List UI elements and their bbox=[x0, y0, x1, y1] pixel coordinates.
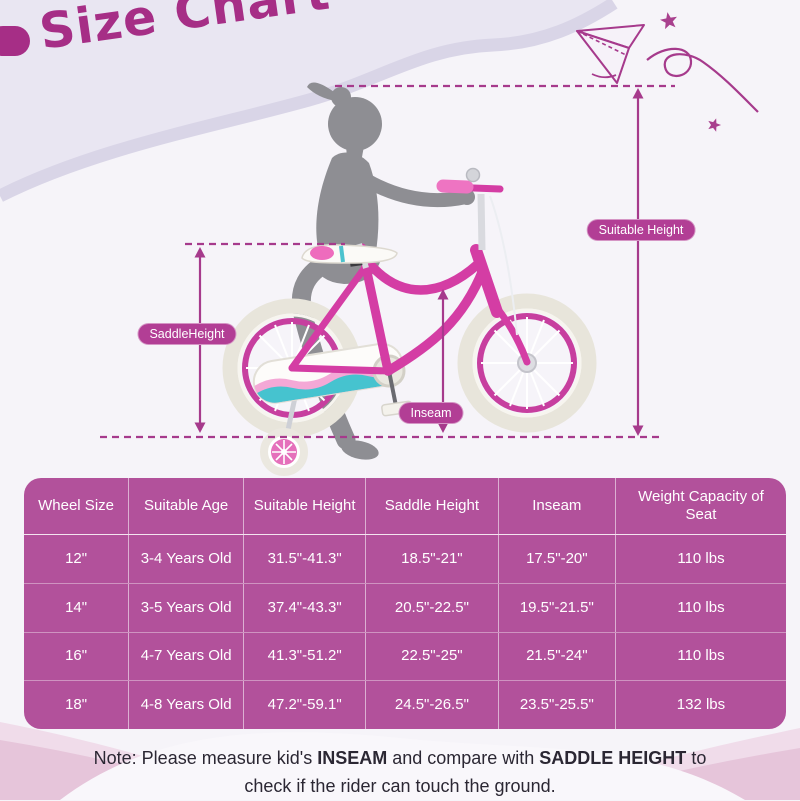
note-saddle-height-term: SADDLE HEIGHT bbox=[539, 748, 687, 768]
note-inseam-term: INSEAM bbox=[317, 748, 388, 768]
bike-frame bbox=[288, 243, 531, 376]
handlebar-grip bbox=[436, 179, 474, 194]
cell-inseam: 17.5"-20" bbox=[499, 535, 617, 583]
cell-wheel-size: 16" bbox=[24, 632, 130, 681]
footer-waves bbox=[0, 722, 800, 800]
table-row: 14" 3-5 Years Old 37.4"-43.3" 20.5"-22.5… bbox=[24, 583, 786, 633]
note-text: Note: Please measure kid's bbox=[93, 748, 318, 768]
cell-inseam: 23.5"-25.5" bbox=[499, 681, 617, 729]
cell-suitable-age: 4-7 Years Old bbox=[129, 632, 245, 681]
size-table: Wheel Size Suitable Age Suitable Height … bbox=[24, 478, 786, 729]
cell-wheel-size: 18" bbox=[24, 681, 130, 729]
note-text: to check if the rider can touch the grou… bbox=[244, 748, 707, 796]
header-wheel-size: Wheel Size bbox=[24, 478, 130, 534]
cell-weight-capacity: 110 lbs bbox=[677, 647, 725, 665]
table-row: 18" 4-8 Years Old 47.2"-59.1" 24.5"-26.5… bbox=[24, 681, 786, 729]
cell-weight-capacity: 132 lbs bbox=[676, 696, 726, 714]
paper-plane-icon bbox=[576, 24, 759, 113]
cell-saddle-height: 18.5"-21" bbox=[366, 535, 499, 583]
cell-saddle-height: 20.5"-22.5" bbox=[366, 583, 499, 632]
note-text: and compare with bbox=[387, 748, 540, 768]
cell-wheel-size: 12" bbox=[24, 535, 130, 583]
cell-suitable-height: 47.2"-59.1" bbox=[244, 681, 367, 729]
cell-weight-capacity: 110 lbs bbox=[677, 549, 725, 567]
cell-wheel-size: 14" bbox=[24, 583, 130, 632]
saddle bbox=[301, 244, 398, 264]
star-icon bbox=[660, 12, 677, 30]
cell-suitable-age: 3-5 Years Old bbox=[129, 583, 245, 632]
header-suitable-height: Suitable Height bbox=[244, 478, 367, 534]
cell-weight-capacity: 110 lbs bbox=[677, 598, 725, 616]
header-inseam: Inseam bbox=[499, 478, 617, 534]
cell-suitable-height: 37.4"-43.3" bbox=[244, 583, 367, 632]
stem bbox=[477, 193, 486, 251]
inseam-badge: Inseam bbox=[398, 402, 464, 424]
saddle-height-badge: SaddleHeight bbox=[137, 323, 237, 345]
cell-suitable-height: 31.5"-41.3" bbox=[244, 535, 367, 583]
training-wheel bbox=[260, 387, 308, 476]
table-row: 12" 3-4 Years Old 31.5"-41.3" 18.5"-21" … bbox=[24, 535, 786, 584]
bike-illustration bbox=[222, 167, 597, 476]
bell bbox=[465, 167, 481, 183]
swirl-line bbox=[646, 47, 759, 113]
brake-cable bbox=[489, 195, 518, 336]
cell-suitable-age: 4-8 Years Old bbox=[129, 681, 245, 729]
header-suitable-age: Suitable Age bbox=[129, 478, 245, 534]
header-wave bbox=[0, 0, 618, 202]
cell-saddle-height: 22.5"-25" bbox=[366, 632, 499, 681]
header-saddle-height: Saddle Height bbox=[366, 478, 499, 534]
cell-inseam: 21.5"-24" bbox=[499, 632, 617, 681]
cell-saddle-height: 24.5"-26.5" bbox=[366, 681, 499, 729]
suitable-height-badge: Suitable Height bbox=[586, 219, 696, 241]
table-row: 16" 4-7 Years Old 41.3"-51.2" 22.5"-25" … bbox=[24, 632, 786, 682]
cell-inseam: 19.5"-21.5" bbox=[499, 583, 617, 632]
measurement-note: Note: Please measure kid's INSEAM and co… bbox=[75, 745, 725, 801]
cell-suitable-height: 41.3"-51.2" bbox=[244, 632, 367, 681]
table-header-row: Wheel Size Suitable Age Suitable Height … bbox=[24, 478, 786, 535]
corner-pill-decoration bbox=[0, 26, 30, 56]
cell-suitable-age: 3-4 Years Old bbox=[129, 535, 245, 583]
star-icon bbox=[708, 118, 722, 132]
header-weight-capacity: Weight Capacity of Seat bbox=[638, 488, 764, 523]
